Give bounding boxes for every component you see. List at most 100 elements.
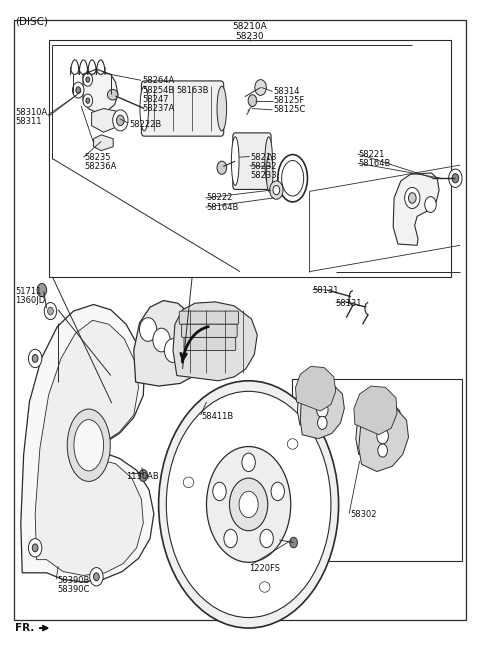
FancyBboxPatch shape	[181, 324, 237, 337]
Text: 58222B: 58222B	[129, 120, 161, 129]
Text: 58213: 58213	[251, 153, 277, 161]
Text: 58314: 58314	[274, 87, 300, 96]
FancyBboxPatch shape	[184, 337, 236, 351]
Circle shape	[229, 478, 268, 530]
FancyBboxPatch shape	[179, 311, 239, 324]
Circle shape	[270, 181, 283, 199]
Text: 58302: 58302	[350, 511, 377, 519]
Circle shape	[90, 567, 103, 586]
Text: 58163B: 58163B	[177, 86, 209, 95]
Circle shape	[248, 95, 257, 107]
Circle shape	[76, 87, 81, 94]
Polygon shape	[356, 398, 402, 459]
Text: 58131: 58131	[336, 299, 362, 308]
Circle shape	[239, 491, 258, 517]
Circle shape	[408, 192, 416, 203]
Text: 58311: 58311	[15, 117, 42, 126]
Text: 58125F: 58125F	[274, 96, 305, 105]
Circle shape	[139, 470, 148, 482]
Text: 1130AB: 1130AB	[126, 473, 159, 481]
Circle shape	[37, 283, 47, 297]
Ellipse shape	[108, 90, 118, 100]
Polygon shape	[134, 301, 202, 386]
Ellipse shape	[282, 161, 304, 196]
Circle shape	[224, 529, 237, 548]
Circle shape	[242, 453, 255, 472]
Circle shape	[164, 339, 181, 362]
Bar	[292, 380, 462, 561]
Circle shape	[153, 328, 170, 352]
Text: 58230: 58230	[235, 32, 264, 41]
Ellipse shape	[260, 582, 270, 592]
Text: (DISC): (DISC)	[15, 16, 48, 27]
FancyBboxPatch shape	[233, 133, 271, 189]
Text: 58233: 58233	[251, 171, 277, 180]
Text: 58131: 58131	[313, 285, 339, 295]
Polygon shape	[35, 320, 144, 575]
Polygon shape	[21, 304, 154, 582]
Ellipse shape	[183, 477, 194, 488]
Circle shape	[86, 77, 90, 82]
Circle shape	[94, 573, 99, 581]
Circle shape	[86, 98, 90, 103]
Polygon shape	[354, 386, 397, 435]
Text: 58390C: 58390C	[57, 585, 90, 594]
Text: 58210A: 58210A	[232, 22, 267, 32]
Bar	[48, 40, 451, 277]
Text: 58125C: 58125C	[274, 105, 306, 115]
Circle shape	[113, 110, 128, 131]
Text: 58235: 58235	[84, 153, 111, 161]
Circle shape	[140, 318, 157, 341]
Circle shape	[318, 416, 327, 430]
Circle shape	[449, 169, 462, 187]
Text: 1360JD: 1360JD	[15, 296, 45, 305]
Polygon shape	[296, 366, 336, 411]
Ellipse shape	[67, 409, 110, 482]
Circle shape	[213, 482, 226, 501]
Circle shape	[290, 537, 298, 548]
Text: 58221: 58221	[359, 150, 385, 159]
Text: 58390B: 58390B	[57, 576, 90, 585]
Ellipse shape	[231, 137, 239, 185]
Polygon shape	[92, 109, 120, 132]
Polygon shape	[94, 135, 113, 151]
Ellipse shape	[288, 439, 298, 449]
Text: 58264A: 58264A	[142, 76, 174, 86]
Text: 58247: 58247	[142, 95, 168, 104]
Text: 51711: 51711	[15, 287, 41, 296]
Ellipse shape	[217, 86, 227, 131]
Circle shape	[44, 302, 57, 320]
Circle shape	[405, 187, 420, 208]
Circle shape	[83, 94, 93, 107]
Circle shape	[273, 185, 280, 194]
Circle shape	[206, 447, 291, 562]
Circle shape	[452, 173, 459, 183]
Text: 58411B: 58411B	[202, 412, 234, 421]
Text: 58236A: 58236A	[84, 162, 117, 171]
Circle shape	[72, 82, 84, 98]
Circle shape	[32, 355, 38, 362]
FancyBboxPatch shape	[142, 81, 224, 136]
Polygon shape	[298, 378, 338, 431]
Ellipse shape	[266, 154, 273, 192]
Text: 58164B: 58164B	[206, 203, 239, 212]
Text: 58254B: 58254B	[142, 86, 174, 95]
Circle shape	[425, 196, 436, 212]
Circle shape	[117, 115, 124, 126]
Circle shape	[217, 161, 227, 174]
Circle shape	[28, 349, 42, 368]
Polygon shape	[393, 173, 439, 245]
Polygon shape	[83, 69, 118, 113]
Polygon shape	[300, 384, 344, 439]
Circle shape	[378, 444, 387, 457]
Ellipse shape	[140, 86, 149, 131]
Text: 58310A: 58310A	[15, 108, 48, 117]
Polygon shape	[173, 302, 257, 381]
Polygon shape	[359, 406, 408, 472]
Circle shape	[255, 80, 266, 96]
Text: 58237A: 58237A	[142, 104, 174, 113]
Circle shape	[28, 538, 42, 557]
Text: 58164B: 58164B	[359, 159, 391, 168]
Circle shape	[166, 391, 331, 617]
Text: 1220FS: 1220FS	[250, 564, 281, 573]
